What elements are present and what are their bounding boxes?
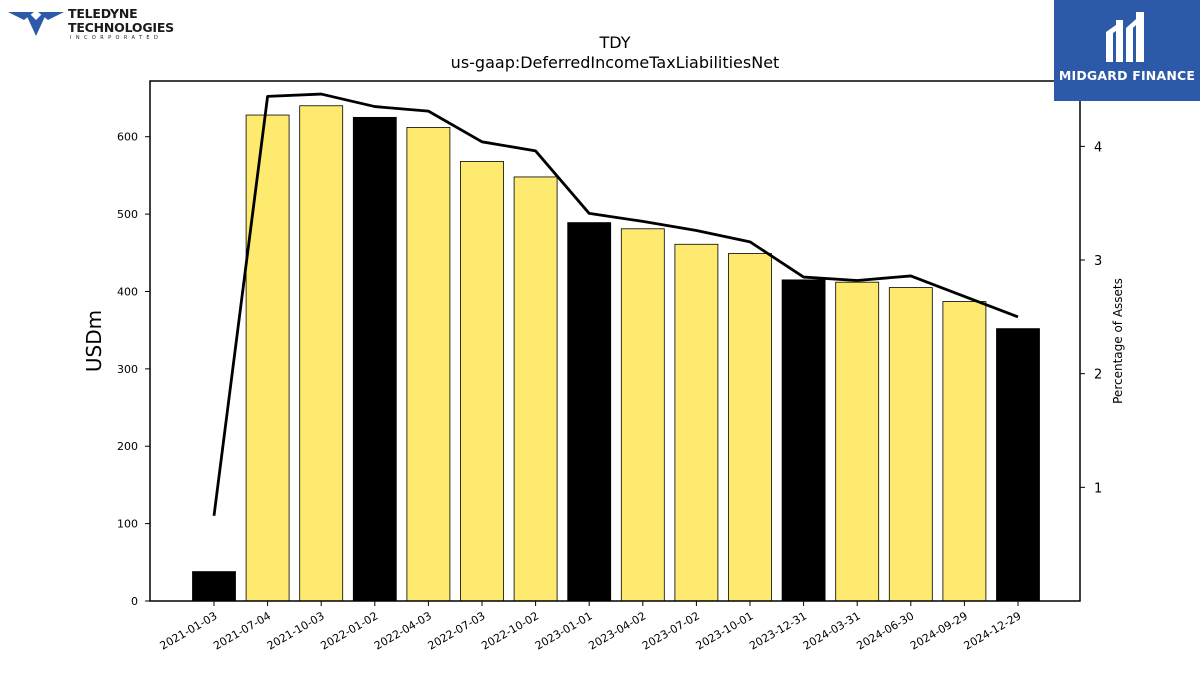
x-tick-label: 2024-03-31 <box>801 609 863 652</box>
line-layer <box>212 92 1019 516</box>
midgard-emblem-icon <box>1106 12 1144 62</box>
y-tick-label: 100 <box>117 518 138 531</box>
x-tick-label: 2021-10-03 <box>265 609 327 652</box>
y-tick-label: 600 <box>117 131 138 144</box>
bar-2022-10-02 <box>513 176 558 602</box>
x-tick-label: 2022-04-03 <box>372 609 434 652</box>
x-tick-label: 2023-12-31 <box>747 609 809 652</box>
bar-2023-12-31 <box>781 279 826 602</box>
teledyne-emblem-icon <box>8 12 64 36</box>
x-tick-label: 2022-10-02 <box>479 609 541 652</box>
plot-frame <box>149 80 1081 602</box>
bar-2023-10-01 <box>728 253 772 602</box>
chart-title: TDY <box>599 33 631 52</box>
x-tick-label: 2024-09-29 <box>908 609 970 652</box>
midgard-finance-logo: MIDGARD FINANCE <box>1054 0 1200 101</box>
y-axis-left: 0 100 200 300 400 500 600 <box>117 131 150 608</box>
bar-2021-01-03 <box>192 571 236 602</box>
y2-tick-label: 2 <box>1094 368 1102 383</box>
bar-2022-01-02 <box>352 116 397 602</box>
bar-2024-03-31 <box>835 281 880 602</box>
bar-2021-07-04 <box>245 114 290 602</box>
bars-layer <box>192 105 1040 602</box>
y-tick-label: 500 <box>117 208 138 221</box>
bar-2024-12-29 <box>996 328 1040 602</box>
percentage-of-assets-line <box>212 92 1019 516</box>
x-tick-label: 2024-06-30 <box>854 609 916 652</box>
logo-text-line2: TECHNOLOGIES <box>68 20 174 35</box>
x-tick-label: 2021-01-03 <box>158 609 220 652</box>
y-tick-label: 300 <box>117 363 138 376</box>
x-tick-label: 2024-12-29 <box>962 609 1024 652</box>
logo-text-line3: INCORPORATED <box>70 35 163 41</box>
x-tick-label: 2022-01-02 <box>318 609 380 652</box>
y2-axis-label: Percentage of Assets <box>1111 278 1125 404</box>
x-tick-label: 2021-07-04 <box>211 609 273 652</box>
y-tick-label: 400 <box>117 285 138 298</box>
brand-name: MIDGARD FINANCE <box>1058 68 1196 83</box>
bar-2024-06-30 <box>888 287 933 602</box>
x-tick-label: 2023-10-01 <box>694 609 756 652</box>
logo-text-line1: TELEDYNE <box>68 6 138 21</box>
teledyne-logo: TELEDYNE TECHNOLOGIES INCORPORATED <box>6 4 176 44</box>
bar-2024-09-29 <box>942 301 987 602</box>
x-tick-label: 2022-07-03 <box>426 609 488 652</box>
x-tick-label: 2023-07-02 <box>640 609 702 652</box>
y2-tick-label: 1 <box>1094 481 1102 496</box>
y2-tick-label: 3 <box>1094 254 1102 269</box>
bar-2021-10-03 <box>299 105 344 602</box>
y-tick-label: 0 <box>131 595 138 608</box>
chart-subtitle: us-gaap:DeferredIncomeTaxLiabilitiesNet <box>451 53 780 72</box>
y-tick-label: 200 <box>117 440 138 453</box>
bar-2022-07-03 <box>460 161 504 602</box>
y-axis-right: 1 2 3 4 <box>1080 140 1102 496</box>
bar-2023-04-02 <box>620 228 665 602</box>
x-tick-label: 2023-04-02 <box>586 609 648 652</box>
x-axis: 2021-01-032021-07-042021-10-032022-01-02… <box>158 601 1024 653</box>
bar-2023-01-01 <box>567 222 612 602</box>
bar-2023-07-02 <box>674 243 719 602</box>
y2-tick-label: 4 <box>1094 140 1102 155</box>
x-tick-label: 2023-01-01 <box>533 609 595 652</box>
y-axis-label: USDm <box>82 310 106 372</box>
bar-2022-04-03 <box>406 127 451 602</box>
